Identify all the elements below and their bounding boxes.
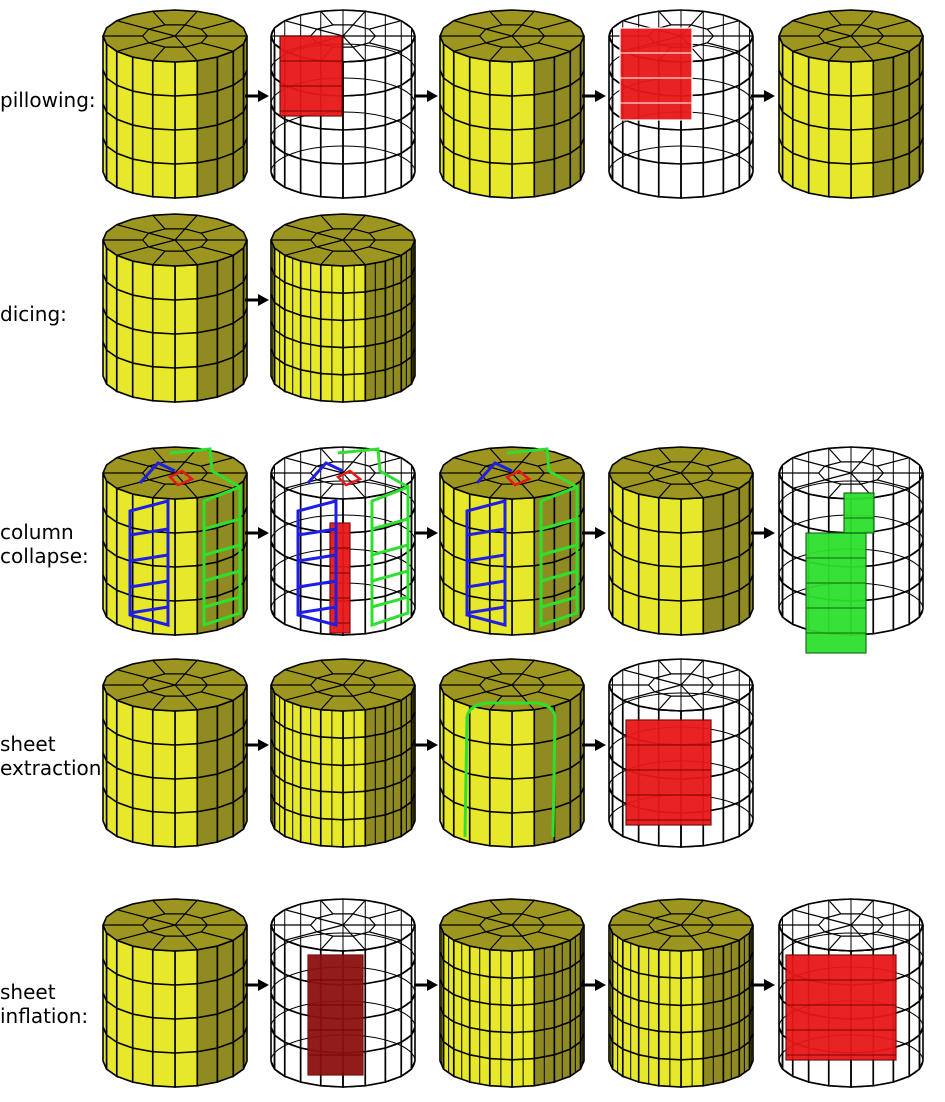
highlight-region (785, 954, 897, 1061)
right-arrow-icon (581, 737, 607, 753)
mesh-stage-1-4 (606, 6, 756, 201)
mesh-stage-4-3 (437, 655, 587, 850)
highlight-region (619, 27, 693, 121)
right-arrow-icon (244, 292, 270, 308)
cylinder-svg (270, 898, 416, 1088)
mesh-stage-4-2 (268, 655, 418, 850)
operation-row: dicing: (0, 210, 945, 410)
cylinder-svg (439, 658, 585, 848)
cylinder-svg (270, 9, 416, 199)
operation-label: pillowing: (0, 88, 96, 112)
right-arrow-icon (750, 977, 776, 993)
right-arrow-icon (413, 88, 439, 104)
mesh-stage-5-5 (776, 895, 926, 1090)
highlight-region (625, 719, 712, 826)
cylinder-svg (608, 658, 754, 848)
cylinder-svg (102, 898, 248, 1088)
operation-label: sheet extraction: (0, 732, 109, 780)
column-overlay (296, 447, 410, 628)
mesh-stage-5-3 (437, 895, 587, 1090)
right-arrow-icon (244, 525, 270, 541)
mesh-stage-1-2 (268, 6, 418, 201)
cylinder-mesh (102, 898, 248, 1088)
cylinder-svg (439, 9, 585, 199)
mesh-stage-5-2 (268, 895, 418, 1090)
cylinder-mesh (102, 213, 248, 403)
operation-row: column collapse: (0, 443, 945, 654)
mesh-stage-4-4 (606, 655, 756, 850)
cylinder-svg (608, 446, 754, 636)
cylinder-svg (102, 658, 248, 848)
mesh-stage-5-4 (606, 895, 756, 1090)
right-arrow-icon (244, 977, 270, 993)
mesh-stage-4-1 (100, 655, 250, 850)
cylinder-mesh (439, 658, 585, 848)
mesh-stage-3-2 (268, 443, 418, 638)
highlight-region (329, 522, 351, 634)
operation-label: dicing: (0, 302, 67, 326)
cylinder-mesh (270, 658, 416, 848)
cylinder-svg (778, 898, 924, 1088)
cylinder-mesh (608, 898, 754, 1088)
mesh-stage-1-5 (776, 6, 926, 201)
right-arrow-icon (750, 88, 776, 104)
cylinder-svg (102, 9, 248, 199)
mesh-stage-3-5 (776, 443, 926, 654)
cylinder-svg (270, 213, 416, 403)
cylinder-svg (608, 9, 754, 199)
operation-label: column collapse: (0, 520, 89, 568)
right-arrow-icon (581, 525, 607, 541)
right-arrow-icon (750, 525, 776, 541)
cylinder-svg (270, 446, 416, 636)
highlight-region (307, 954, 364, 1076)
column-overlay (463, 701, 557, 838)
mesh-stage-3-3 (437, 443, 587, 638)
cylinder-mesh (270, 9, 416, 199)
cylinder-mesh (439, 9, 585, 199)
operation-row: sheet extraction: (0, 655, 945, 855)
cylinder-svg (102, 446, 248, 636)
right-arrow-icon (413, 737, 439, 753)
mesh-stage-2-1 (100, 210, 250, 405)
highlight-region (805, 492, 875, 654)
right-arrow-icon (244, 88, 270, 104)
cylinder-svg (102, 213, 248, 403)
right-arrow-icon (581, 977, 607, 993)
column-overlay (128, 447, 242, 628)
mesh-stage-5-1 (100, 895, 250, 1090)
column-overlay (465, 447, 579, 628)
cylinder-mesh (608, 446, 754, 636)
cylinder-svg (270, 658, 416, 848)
cylinder-mesh (102, 658, 248, 848)
right-arrow-icon (413, 525, 439, 541)
cylinder-svg (608, 898, 754, 1088)
cylinder-svg (439, 446, 585, 636)
cylinder-mesh (102, 9, 248, 199)
mesh-stage-1-3 (437, 6, 587, 201)
mesh-stage-1-1 (100, 6, 250, 201)
highlight-region (279, 35, 343, 117)
mesh-stage-2-2 (268, 210, 418, 405)
cylinder-mesh (439, 898, 585, 1088)
operation-label: sheet inflation: (0, 980, 89, 1028)
right-arrow-icon (581, 88, 607, 104)
cylinder-mesh (270, 213, 416, 403)
operation-row: pillowing: (0, 6, 945, 206)
operation-row: sheet inflation: (0, 895, 945, 1095)
cylinder-svg (439, 898, 585, 1088)
right-arrow-icon (413, 977, 439, 993)
cylinder-svg (778, 9, 924, 199)
mesh-stage-3-4 (606, 443, 756, 638)
cylinder-mesh (778, 9, 924, 199)
right-arrow-icon (244, 737, 270, 753)
cylinder-svg (778, 446, 924, 654)
mesh-stage-3-1 (100, 443, 250, 638)
